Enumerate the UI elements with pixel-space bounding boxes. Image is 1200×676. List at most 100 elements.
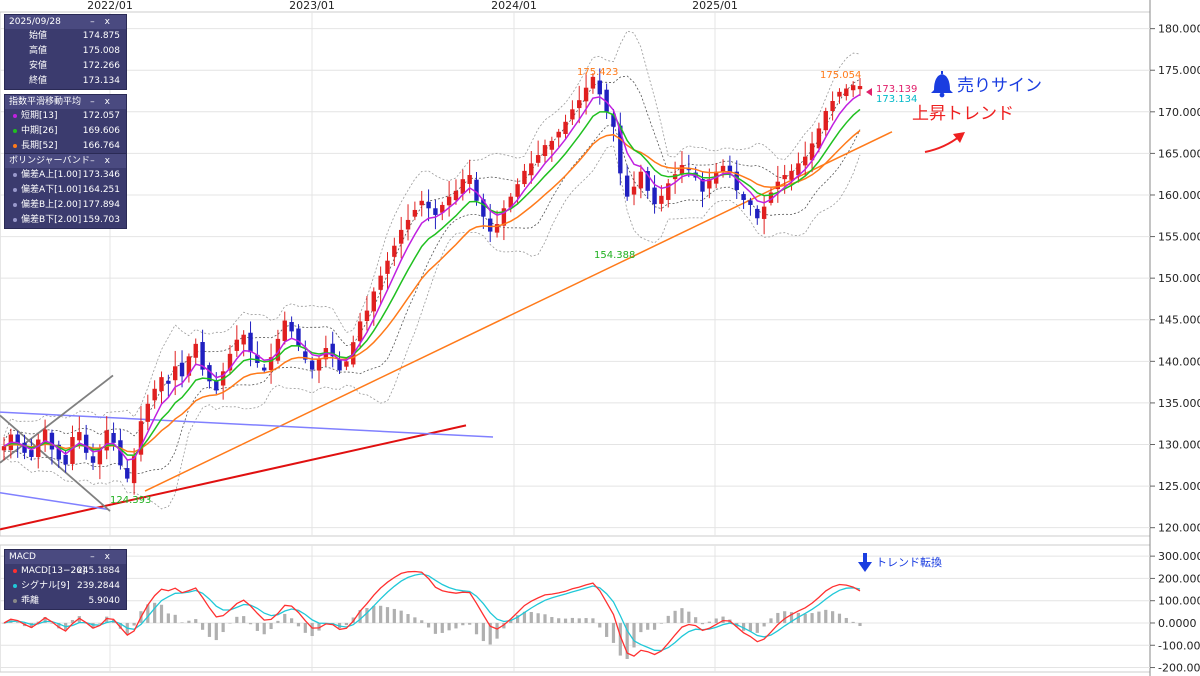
candle-body bbox=[200, 342, 205, 370]
candle-body bbox=[426, 201, 431, 209]
candle-body bbox=[282, 320, 287, 342]
candle-body bbox=[590, 76, 596, 89]
macd-histogram-bar bbox=[173, 614, 177, 623]
macd-histogram-bar bbox=[577, 618, 581, 623]
candle-body bbox=[152, 388, 157, 401]
macd-histogram-bar bbox=[310, 622, 314, 637]
candle-body bbox=[330, 343, 335, 357]
candle-body bbox=[186, 356, 192, 376]
candle-body bbox=[357, 321, 363, 342]
panel-row: 中期[26] 169.606 bbox=[5, 124, 126, 139]
macd-histogram-bar bbox=[646, 622, 650, 630]
y-tick-label: 155.000 bbox=[1158, 231, 1200, 244]
legend-dot-icon bbox=[13, 128, 17, 133]
row-label: 偏差B下[2.00] bbox=[21, 215, 82, 225]
macd-histogram-bar bbox=[194, 619, 198, 623]
legend-dot-icon bbox=[13, 583, 17, 588]
macd-histogram-bar bbox=[344, 622, 348, 626]
candle-body bbox=[823, 110, 828, 131]
candle-body bbox=[378, 275, 383, 290]
macd-histogram-bar bbox=[221, 622, 225, 633]
macd-histogram-bar bbox=[783, 611, 787, 623]
trendlines bbox=[0, 131, 893, 531]
macd-tick-label: 300.0000 bbox=[1158, 550, 1200, 563]
macd-histogram-bar bbox=[659, 622, 664, 624]
candle-body bbox=[125, 468, 130, 479]
candle-body bbox=[796, 163, 801, 176]
macd-histogram-bar bbox=[488, 622, 492, 645]
panel-controls[interactable]: –x bbox=[90, 97, 120, 107]
macd-histogram-bar bbox=[372, 605, 376, 623]
macd-tick-label: -100.0000 bbox=[1158, 639, 1200, 652]
ema-panel-header[interactable]: 指数平滑移動平均 –x bbox=[5, 95, 126, 109]
candle-body bbox=[268, 357, 274, 371]
y-tick-label: 150.000 bbox=[1158, 272, 1200, 285]
row-label: シグナル[9] bbox=[21, 581, 70, 591]
macd-histogram-bar bbox=[379, 605, 383, 623]
bollinger-band-line bbox=[4, 124, 861, 474]
macd-panel: MACD –x MACD[13−26] 245.1884 シグナル[9] 239.28… bbox=[4, 549, 127, 610]
panel-controls[interactable]: –x bbox=[90, 17, 120, 27]
y-axis: 120.000 125.000 130.000 135.000 140.000 145.0… bbox=[1150, 23, 1200, 675]
panel-row: 終値 173.134 bbox=[5, 74, 126, 89]
panel-controls[interactable]: –x bbox=[90, 156, 120, 166]
macd-histogram-bar bbox=[290, 618, 294, 623]
macd-tick-label: 200.0000 bbox=[1158, 572, 1200, 585]
macd-histogram-bar bbox=[50, 622, 54, 624]
macd-histogram-bar bbox=[700, 622, 705, 625]
macd-histogram-bar bbox=[474, 622, 479, 635]
uptrend-arrow-icon bbox=[924, 135, 961, 153]
macd-histogram-bar bbox=[242, 616, 246, 623]
label-high-2: 175.054 bbox=[820, 70, 861, 81]
macd-histogram-bar bbox=[824, 609, 828, 623]
label-low-0: 124.393 bbox=[110, 495, 151, 506]
macd-tick-label: 0.0000 bbox=[1158, 617, 1197, 630]
macd-histogram-bar bbox=[180, 622, 184, 623]
legend-dot-icon bbox=[13, 187, 17, 192]
candle-body bbox=[488, 218, 493, 232]
candle-body bbox=[70, 437, 75, 464]
macd-histogram-bar bbox=[468, 622, 472, 625]
candle-body bbox=[433, 208, 438, 215]
candle-body bbox=[42, 429, 48, 443]
macd-histogram-bar bbox=[673, 610, 677, 623]
macd-histogram-bar bbox=[721, 616, 725, 623]
ohlc-panel-header[interactable]: 2025/09/28 –x bbox=[5, 15, 126, 29]
bollinger-band-line bbox=[3, 30, 861, 437]
macd-histogram-bar bbox=[680, 608, 684, 623]
row-label: 長期[52] bbox=[21, 141, 58, 151]
y-tick-label: 175.000 bbox=[1158, 64, 1200, 77]
macd-histogram-bar bbox=[543, 614, 547, 623]
candle-body bbox=[782, 175, 787, 180]
candle-body bbox=[36, 439, 41, 457]
macd-histogram-bar bbox=[625, 622, 629, 659]
legend-dot-icon bbox=[13, 172, 17, 177]
panel-controls[interactable]: –x bbox=[90, 552, 120, 562]
macd-histogram-bar bbox=[550, 617, 554, 623]
candle-body bbox=[15, 434, 20, 444]
panel-row: 始値 174.875 bbox=[5, 29, 126, 44]
macd-histogram-bar bbox=[618, 622, 622, 656]
candle-body bbox=[309, 360, 315, 370]
y-tick-label: 120.000 bbox=[1158, 522, 1200, 535]
macd-histogram-bar bbox=[522, 611, 527, 623]
candle-body bbox=[385, 260, 390, 274]
y-tick-label: 180.000 bbox=[1158, 23, 1200, 36]
candle-body bbox=[741, 194, 746, 200]
row-label: 中期[26] bbox=[21, 126, 58, 136]
price-marker-icon bbox=[866, 88, 872, 96]
y-tick-label: 125.000 bbox=[1158, 480, 1200, 493]
bollinger-band-line bbox=[3, 75, 861, 442]
macd-histogram-bar bbox=[803, 613, 807, 623]
bb-panel-header[interactable]: ボリンジャーバンド –x bbox=[5, 154, 126, 168]
macd-histogram-bar bbox=[105, 616, 109, 623]
candle-body bbox=[803, 156, 808, 166]
candle-body bbox=[166, 380, 171, 384]
candle-body bbox=[515, 184, 520, 197]
candle-body bbox=[556, 131, 561, 138]
candle-body bbox=[275, 338, 281, 361]
candle-body bbox=[173, 366, 178, 381]
panel-row: 偏差B上[2.00] 177.894 bbox=[5, 198, 126, 213]
candle-body bbox=[453, 190, 459, 201]
macd-panel-header[interactable]: MACD –x bbox=[5, 550, 126, 564]
